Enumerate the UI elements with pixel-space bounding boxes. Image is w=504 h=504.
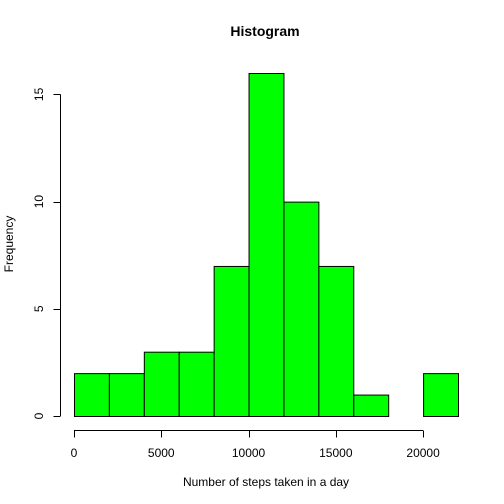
histogram-bar-8 bbox=[353, 394, 390, 417]
histogram-bar-7 bbox=[318, 265, 355, 417]
y-tick-label-1: 5 bbox=[32, 305, 46, 312]
x-tick-label-4: 20000 bbox=[406, 446, 440, 460]
y-axis-label: Frequency bbox=[2, 216, 16, 273]
y-tick-label-3: 15 bbox=[32, 87, 46, 101]
histogram-bar-1 bbox=[108, 373, 145, 417]
histogram-bar-4 bbox=[213, 265, 250, 417]
histogram-bar-5 bbox=[248, 73, 285, 417]
histogram-bar-2 bbox=[143, 351, 180, 417]
x-tick-label-3: 15000 bbox=[319, 446, 353, 460]
y-axis: 0 5 10 15 bbox=[32, 87, 61, 419]
y-tick-label-2: 10 bbox=[32, 195, 46, 209]
y-tick-label-0: 0 bbox=[32, 412, 46, 419]
x-tick-label-0: 0 bbox=[71, 446, 78, 460]
x-tick-label-2: 10000 bbox=[232, 446, 266, 460]
x-axis-label: Number of steps taken in a day bbox=[183, 475, 349, 489]
bars-group bbox=[74, 73, 460, 417]
chart-title: Histogram bbox=[230, 23, 299, 39]
histogram-bar-3 bbox=[178, 351, 215, 417]
x-tick-label-1: 5000 bbox=[148, 446, 175, 460]
histogram-bar-0 bbox=[74, 373, 110, 417]
histogram-bar-6 bbox=[283, 201, 320, 417]
x-axis: 0 5000 10000 15000 20000 bbox=[71, 430, 440, 460]
histogram-bar-10 bbox=[423, 373, 460, 417]
